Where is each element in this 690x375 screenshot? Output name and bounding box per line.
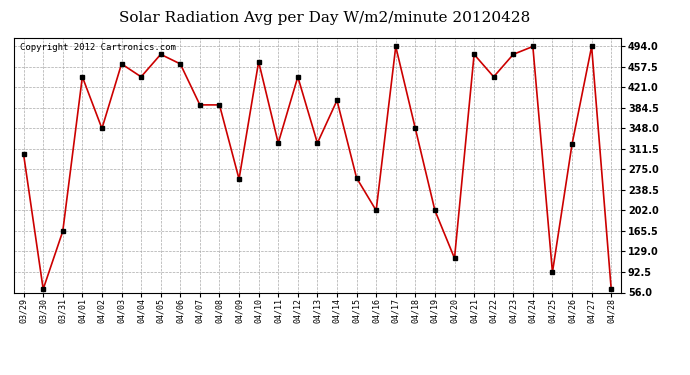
Text: Solar Radiation Avg per Day W/m2/minute 20120428: Solar Radiation Avg per Day W/m2/minute … <box>119 11 530 25</box>
Text: Copyright 2012 Cartronics.com: Copyright 2012 Cartronics.com <box>20 43 176 52</box>
